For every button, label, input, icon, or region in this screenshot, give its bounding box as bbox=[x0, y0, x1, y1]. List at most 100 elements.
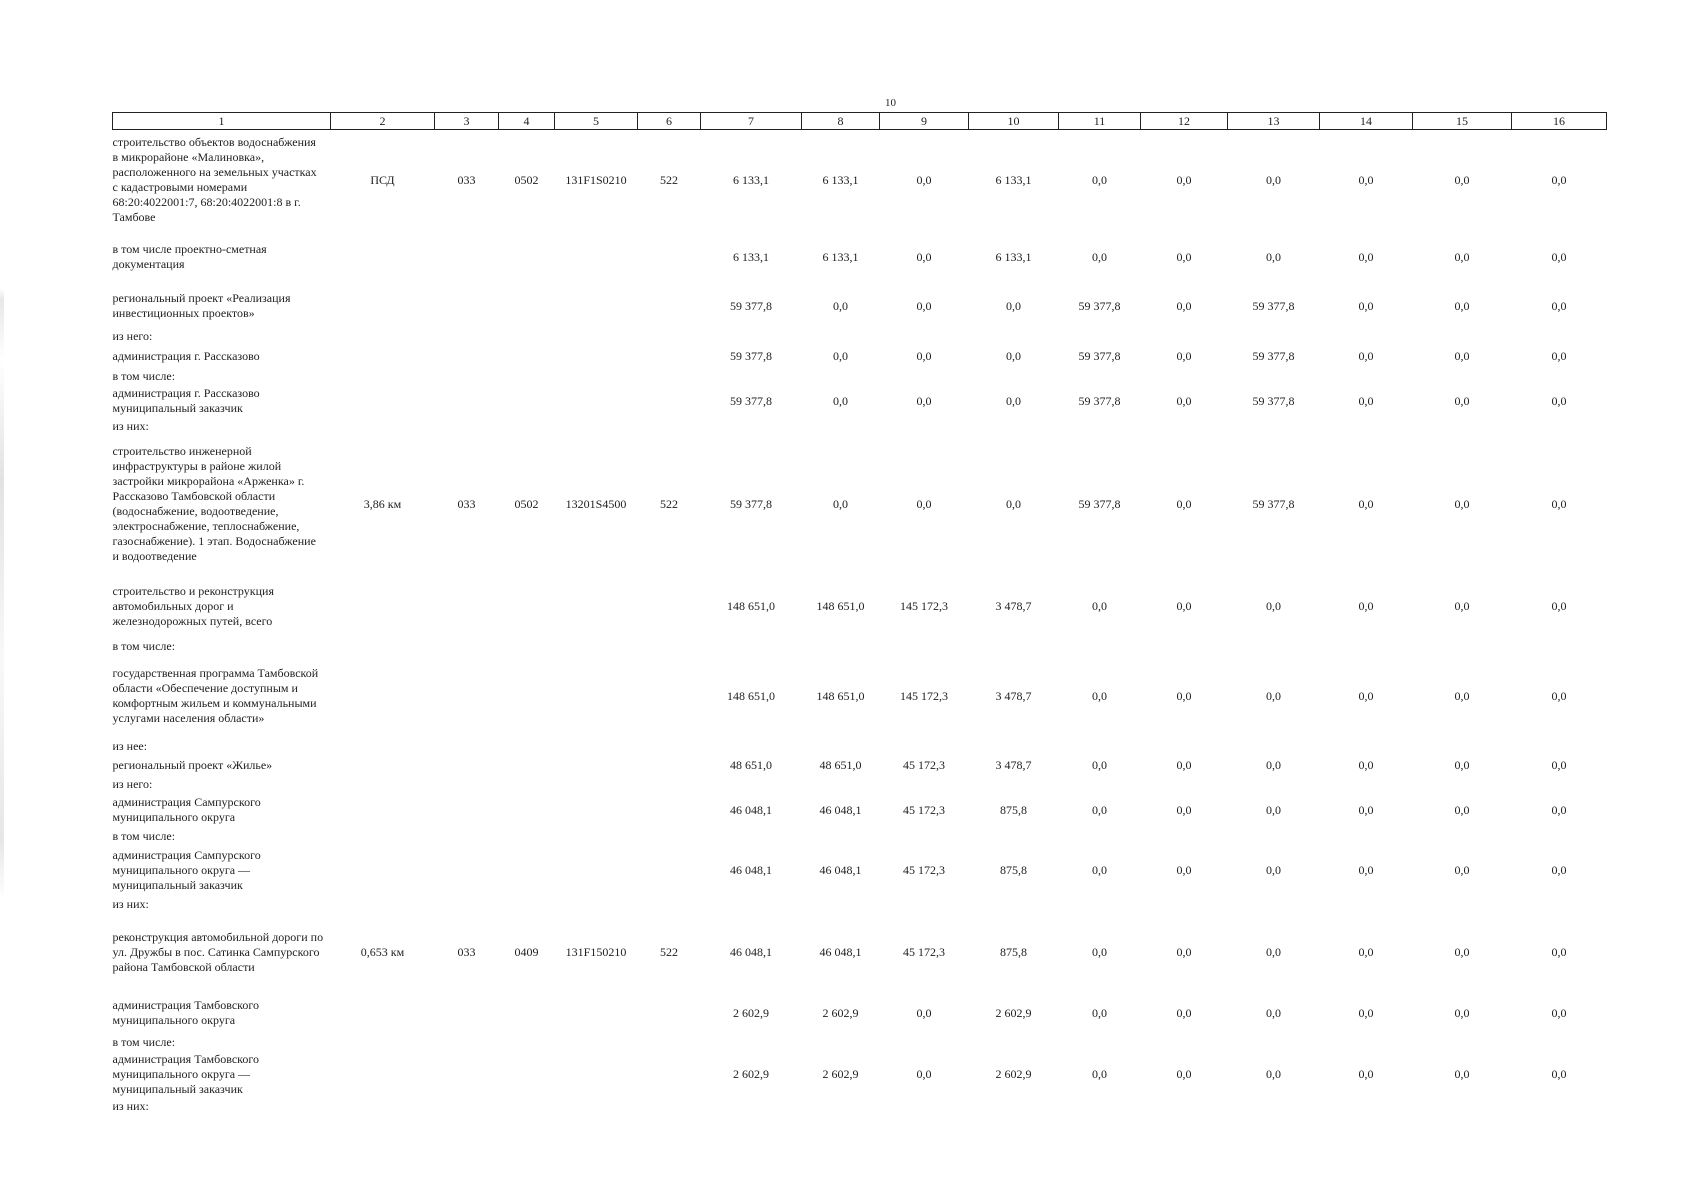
value-cell-col-13: 0,0 bbox=[1266, 249, 1281, 264]
value-cell-col-13: 59 377,8 bbox=[1252, 393, 1295, 408]
row-description: региональный проект «Реализация инвестиц… bbox=[112, 291, 291, 320]
value-cell-col-7: 48 651,0 bbox=[730, 757, 772, 772]
row-description: в том числе проектно-сметная документаци… bbox=[112, 242, 267, 271]
table-row: администрация Тамбовского муниципального… bbox=[113, 1050, 1607, 1098]
value-cell-col-15: 0,0 bbox=[1454, 393, 1470, 408]
value-cell-col-16: 0,0 bbox=[1551, 944, 1567, 959]
value-cell-col-16: 0,0 bbox=[1551, 688, 1567, 703]
subheading-label: из них: bbox=[112, 418, 149, 433]
page-number: 10 bbox=[885, 97, 896, 109]
subheading-row: в том числе: bbox=[113, 368, 1607, 384]
subheading-row: в том числе: bbox=[113, 1034, 1607, 1050]
value-cell-col-14: 0,0 bbox=[1358, 598, 1374, 613]
value-cell-col-10: 3 478,7 bbox=[995, 757, 1032, 772]
budget-table: 1 2 3 4 5 6 7 8 9 10 11 12 13 14 15 16 строительство об… bbox=[112, 112, 1607, 1114]
value-cell-col-11: 59 377,8 bbox=[1078, 348, 1121, 363]
table-row: в том числе проектно-сметная документаци… bbox=[113, 230, 1607, 284]
section-code-cell bbox=[499, 792, 555, 828]
value-cell-col-10: 875,8 bbox=[1000, 944, 1027, 959]
expense-type-cell bbox=[638, 230, 701, 284]
section-code-cell: 0502 bbox=[514, 496, 539, 511]
value-cell-col-12: 0,0 bbox=[1176, 688, 1192, 703]
value-cell-col-14: 0,0 bbox=[1358, 172, 1374, 187]
expense-type-cell bbox=[638, 1050, 701, 1098]
capacity-cell bbox=[331, 792, 435, 828]
value-cell-col-14: 0,0 bbox=[1358, 802, 1374, 817]
ministry-code-cell bbox=[435, 284, 499, 328]
capacity-cell: 0,653 км bbox=[360, 944, 405, 959]
table-row: реконструкция автомобильной дороги по ул… bbox=[113, 912, 1607, 992]
value-cell-col-9: 0,0 bbox=[916, 1005, 932, 1020]
value-cell-col-10: 0,0 bbox=[1006, 348, 1021, 363]
value-cell-col-11: 0,0 bbox=[1092, 802, 1107, 817]
value-cell-col-14: 0,0 bbox=[1358, 1066, 1374, 1081]
row-description: администрация г. Рассказово муниципальны… bbox=[112, 386, 260, 415]
value-cell-col-11: 0,0 bbox=[1092, 598, 1107, 613]
value-cell-col-9: 0,0 bbox=[916, 1066, 932, 1081]
value-cell-col-12: 0,0 bbox=[1176, 172, 1192, 187]
target-article-cell bbox=[555, 384, 638, 418]
value-cell-col-8: 148 651,0 bbox=[816, 598, 865, 613]
expense-type-cell bbox=[638, 384, 701, 418]
ministry-code-cell bbox=[435, 654, 499, 738]
value-cell-col-11: 0,0 bbox=[1092, 1005, 1107, 1020]
value-cell-col-13: 0,0 bbox=[1266, 802, 1281, 817]
value-cell-col-8: 6 133,1 bbox=[822, 249, 859, 264]
value-cell-col-15: 0,0 bbox=[1454, 598, 1470, 613]
value-cell-col-16: 0,0 bbox=[1551, 1066, 1567, 1081]
header-cell-2: 2 bbox=[330, 112, 435, 130]
value-cell-col-7: 59 377,8 bbox=[730, 348, 772, 363]
target-article-cell bbox=[555, 230, 638, 284]
target-article-cell bbox=[555, 284, 638, 328]
row-description: государственная программа Тамбовской обл… bbox=[112, 666, 319, 725]
value-cell-col-9: 0,0 bbox=[916, 496, 932, 511]
value-cell-col-9: 145 172,3 bbox=[900, 688, 948, 703]
target-article-cell bbox=[555, 754, 638, 776]
value-cell-col-15: 0,0 bbox=[1454, 298, 1470, 313]
subheading-row: из нее: bbox=[113, 738, 1607, 754]
value-cell-col-10: 2 602,9 bbox=[995, 1066, 1032, 1081]
table-row: государственная программа Тамбовской обл… bbox=[113, 654, 1607, 738]
subheading-row: из него: bbox=[113, 328, 1607, 344]
header-row: 1 2 3 4 5 6 7 8 9 10 11 12 13 14 15 16 bbox=[112, 112, 1607, 130]
value-cell-col-9: 0,0 bbox=[916, 393, 932, 408]
value-cell-col-10: 875,8 bbox=[1000, 802, 1027, 817]
target-article-cell: 13201S4500 bbox=[565, 496, 627, 511]
ministry-code-cell bbox=[435, 384, 499, 418]
subheading-row: из него: bbox=[113, 776, 1607, 792]
capacity-cell bbox=[331, 574, 435, 638]
subheading-row: в том числе: bbox=[113, 828, 1607, 844]
value-cell-col-7: 59 377,8 bbox=[730, 496, 772, 511]
subheading-label: из него: bbox=[112, 776, 153, 791]
value-cell-col-7: 2 602,9 bbox=[733, 1005, 769, 1020]
value-cell-col-8: 48 651,0 bbox=[819, 757, 862, 772]
value-cell-col-7: 148 651,0 bbox=[727, 598, 775, 613]
header-cell-10: 10 bbox=[968, 112, 1059, 130]
scan-edge-shadow bbox=[0, 0, 4, 1200]
ministry-code-cell bbox=[435, 754, 499, 776]
value-cell-col-8: 46 048,1 bbox=[819, 802, 862, 817]
value-cell-col-10: 0,0 bbox=[1006, 298, 1021, 313]
target-article-cell bbox=[555, 574, 638, 638]
value-cell-col-16: 0,0 bbox=[1551, 348, 1567, 363]
value-cell-col-10: 3 478,7 bbox=[995, 598, 1032, 613]
table-row: строительство и реконструкция автомобиль… bbox=[113, 574, 1607, 638]
expense-type-cell: 522 bbox=[660, 496, 678, 511]
target-article-cell bbox=[555, 792, 638, 828]
subheading-label: в том числе: bbox=[112, 368, 176, 383]
capacity-cell bbox=[331, 844, 435, 896]
row-description: администрация Сампурского муниципального… bbox=[112, 847, 261, 892]
row-description: строительство объектов водоснабжения в м… bbox=[112, 135, 317, 224]
value-cell-col-15: 0,0 bbox=[1454, 348, 1470, 363]
value-cell-col-9: 45 172,3 bbox=[903, 862, 945, 877]
value-cell-col-16: 0,0 bbox=[1551, 1005, 1567, 1020]
value-cell-col-11: 0,0 bbox=[1092, 944, 1107, 959]
value-cell-col-13: 0,0 bbox=[1266, 862, 1281, 877]
section-code-cell bbox=[499, 654, 555, 738]
value-cell-col-16: 0,0 bbox=[1551, 298, 1567, 313]
value-cell-col-12: 0,0 bbox=[1176, 393, 1192, 408]
table-row: администрация Тамбовского муниципального… bbox=[113, 992, 1607, 1034]
table-row: строительство объектов водоснабжения в м… bbox=[113, 130, 1607, 231]
value-cell-col-11: 0,0 bbox=[1092, 1066, 1107, 1081]
section-code-cell: 0409 bbox=[514, 944, 539, 959]
